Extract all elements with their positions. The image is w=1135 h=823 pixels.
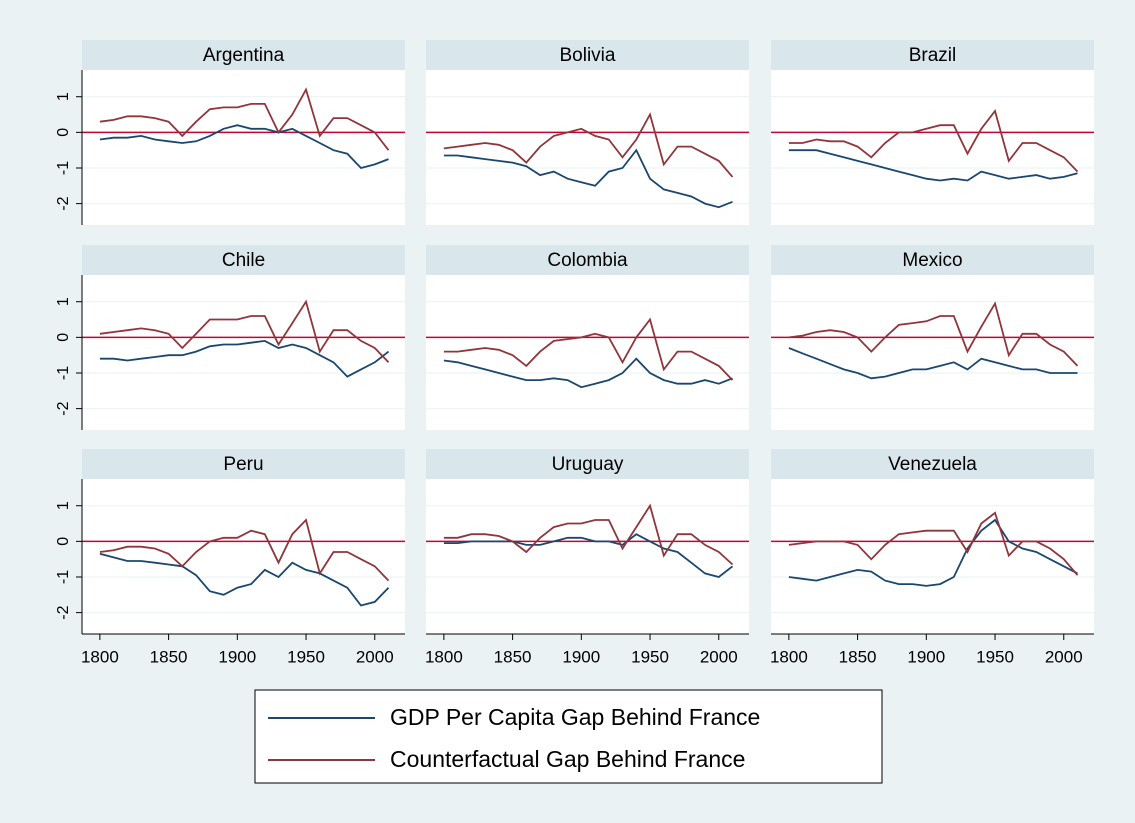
- series-line: [99, 339, 390, 378]
- series-line: [443, 503, 734, 566]
- panel-header: [82, 245, 405, 275]
- x-tick-label: 1800: [425, 647, 463, 666]
- y-tick-label: -2: [55, 401, 72, 415]
- x-tick-label: 1950: [976, 647, 1014, 666]
- series-line: [788, 347, 1078, 380]
- series-line: [443, 148, 733, 209]
- y-tick-label: -2: [55, 605, 72, 619]
- panel-header: [426, 40, 749, 70]
- series-line: [443, 112, 734, 178]
- series-line: [788, 109, 1079, 173]
- panel-header: [771, 245, 1094, 275]
- y-tick-label: 1: [55, 92, 72, 101]
- series-line: [99, 124, 389, 170]
- y-tick-label: -2: [55, 196, 72, 210]
- x-tick-label: 2000: [700, 647, 738, 666]
- series-line: [788, 301, 1079, 367]
- x-tick-label: 1850: [494, 647, 532, 666]
- plot-area: [82, 479, 405, 634]
- plot-area: [426, 275, 749, 430]
- series-line: [99, 518, 390, 582]
- series-line: [788, 511, 1079, 576]
- y-tick-label: 0: [55, 128, 72, 137]
- y-tick-label: -1: [55, 366, 72, 380]
- plot-area: [82, 275, 405, 430]
- panel-header: [771, 40, 1094, 70]
- panel-header: [771, 449, 1094, 479]
- panel-title: Peru: [223, 454, 263, 475]
- panel-header: [82, 449, 405, 479]
- x-tick-label: 1850: [150, 647, 188, 666]
- x-tick-label: 2000: [1045, 647, 1083, 666]
- panel-header: [82, 40, 405, 70]
- series-line: [99, 552, 390, 607]
- panel-title: Mexico: [902, 250, 962, 271]
- series-line: [443, 357, 733, 389]
- panel-title: Bolivia: [560, 45, 616, 66]
- series-line: [99, 299, 390, 363]
- plot-area: [771, 479, 1094, 634]
- series-line: [788, 149, 1078, 182]
- x-tick-label: 1800: [770, 647, 808, 666]
- plot-area: [82, 70, 405, 225]
- series-line: [788, 518, 1078, 587]
- panel-header: [426, 245, 749, 275]
- y-tick-label: 1: [55, 501, 72, 510]
- series-line: [443, 317, 734, 381]
- legend-label: Counterfactual Gap Behind France: [390, 746, 745, 772]
- panel-title: Argentina: [203, 45, 285, 66]
- x-tick-label: 1850: [839, 647, 877, 666]
- panel-title: Venezuela: [888, 454, 977, 475]
- x-tick-label: 1950: [631, 647, 669, 666]
- x-tick-label: 2000: [356, 647, 394, 666]
- x-tick-label: 1950: [287, 647, 325, 666]
- panel-title: Colombia: [547, 250, 628, 271]
- y-tick-label: 1: [55, 297, 72, 306]
- series-line: [443, 533, 734, 578]
- panel-title: Chile: [222, 250, 265, 271]
- plot-area: [771, 70, 1094, 225]
- y-tick-label: 0: [55, 537, 72, 546]
- legend-box: [254, 689, 883, 784]
- x-tick-label: 1800: [81, 647, 119, 666]
- panel-title: Uruguay: [552, 454, 624, 475]
- panel-title: Brazil: [909, 45, 957, 66]
- series-line: [99, 87, 390, 151]
- legend-label: GDP Per Capita Gap Behind France: [390, 704, 760, 730]
- y-tick-label: -1: [55, 161, 72, 175]
- x-tick-label: 1900: [562, 647, 600, 666]
- y-tick-label: 0: [55, 333, 72, 342]
- plot-area: [426, 479, 749, 634]
- panel-header: [426, 449, 749, 479]
- plot-area: [771, 275, 1094, 430]
- x-tick-label: 1900: [907, 647, 945, 666]
- y-tick-label: -1: [55, 570, 72, 584]
- x-tick-label: 1900: [218, 647, 256, 666]
